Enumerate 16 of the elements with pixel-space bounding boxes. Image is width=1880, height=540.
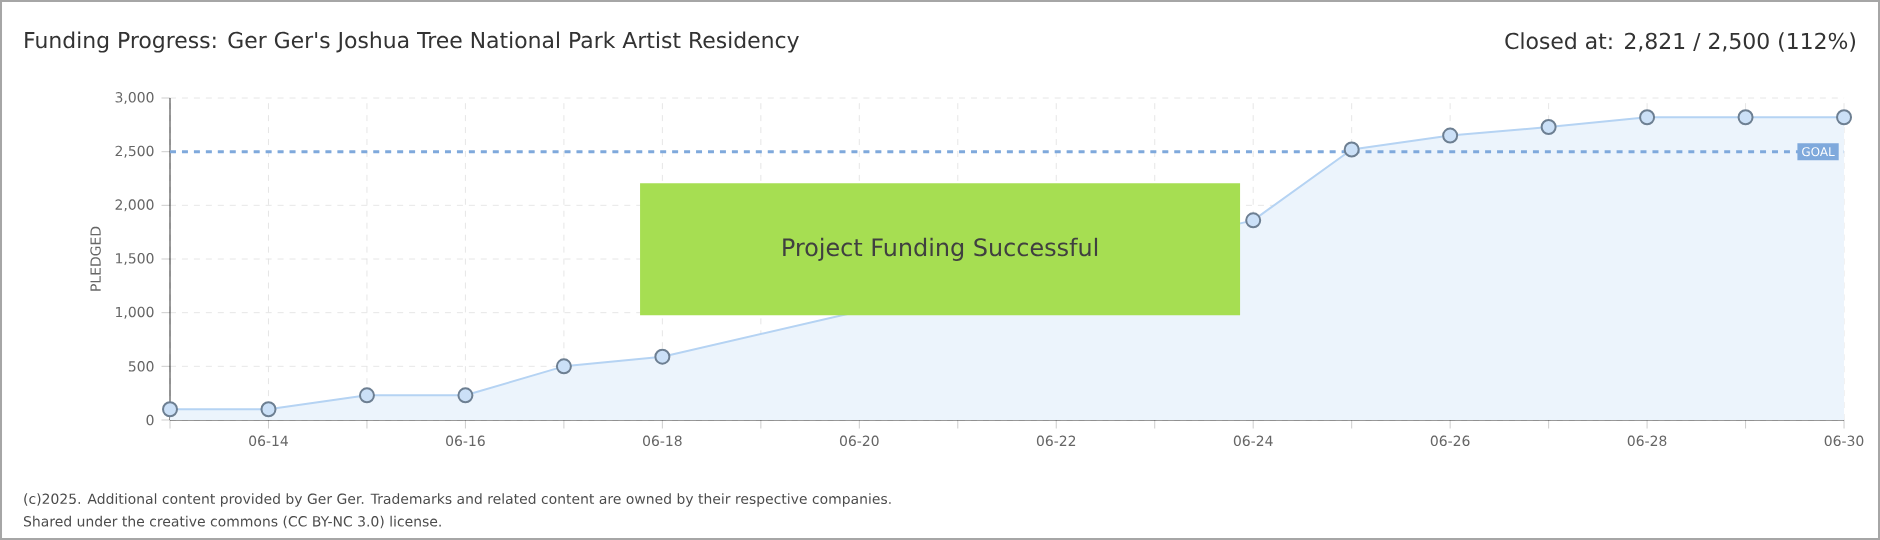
point — [358, 387, 375, 404]
point — [654, 348, 671, 365]
annotation: Project Funding Successful — [783, 237, 1098, 261]
point — [162, 401, 179, 418]
point — [1442, 127, 1459, 144]
point — [260, 401, 277, 418]
point — [1343, 141, 1360, 158]
point — [457, 387, 474, 404]
point — [1639, 109, 1656, 126]
text: Closed at: 2,821 / 2,500 (112%) — [1505, 32, 1856, 52]
point — [1836, 109, 1853, 126]
chart-title: Funding Progress: Ger Ger's Joshua Tree National Park Artist Residency — [25, 31, 799, 53]
point — [1245, 212, 1262, 229]
point — [555, 358, 572, 375]
point — [1737, 109, 1754, 126]
point — [1540, 118, 1557, 135]
